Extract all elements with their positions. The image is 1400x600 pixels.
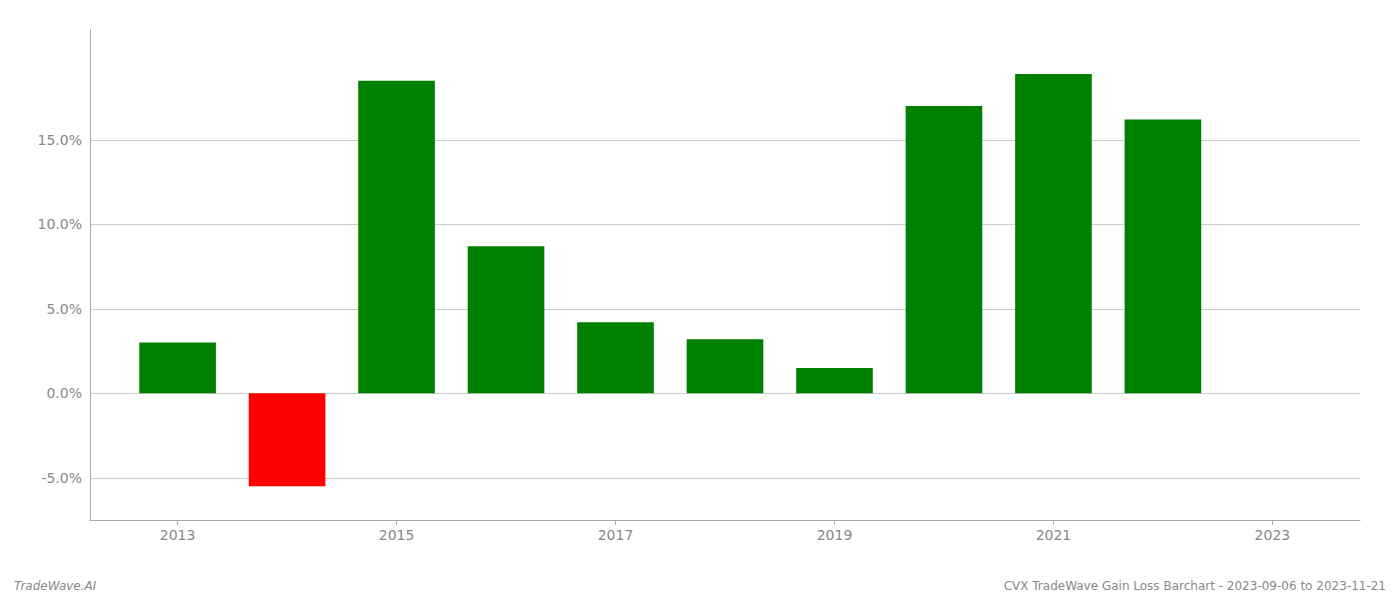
svg-text:2015: 2015 <box>379 527 415 543</box>
svg-text:5.0%: 5.0% <box>46 301 82 317</box>
svg-text:CVX TradeWave Gain Loss Barcha: CVX TradeWave Gain Loss Barchart - 2023-… <box>1004 579 1386 593</box>
svg-text:2019: 2019 <box>817 527 853 543</box>
svg-text:2021: 2021 <box>1036 527 1072 543</box>
svg-text:2017: 2017 <box>598 527 634 543</box>
svg-text:2023: 2023 <box>1255 527 1291 543</box>
svg-text:-5.0%: -5.0% <box>41 470 82 486</box>
svg-text:10.0%: 10.0% <box>38 216 82 232</box>
svg-text:TradeWave.AI: TradeWave.AI <box>14 579 97 593</box>
svg-text:0.0%: 0.0% <box>46 385 82 401</box>
svg-text:15.0%: 15.0% <box>38 132 82 148</box>
svg-text:2013: 2013 <box>160 527 196 543</box>
